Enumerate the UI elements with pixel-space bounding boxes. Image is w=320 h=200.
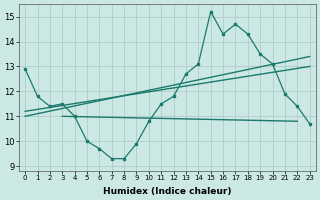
X-axis label: Humidex (Indice chaleur): Humidex (Indice chaleur)	[103, 187, 232, 196]
